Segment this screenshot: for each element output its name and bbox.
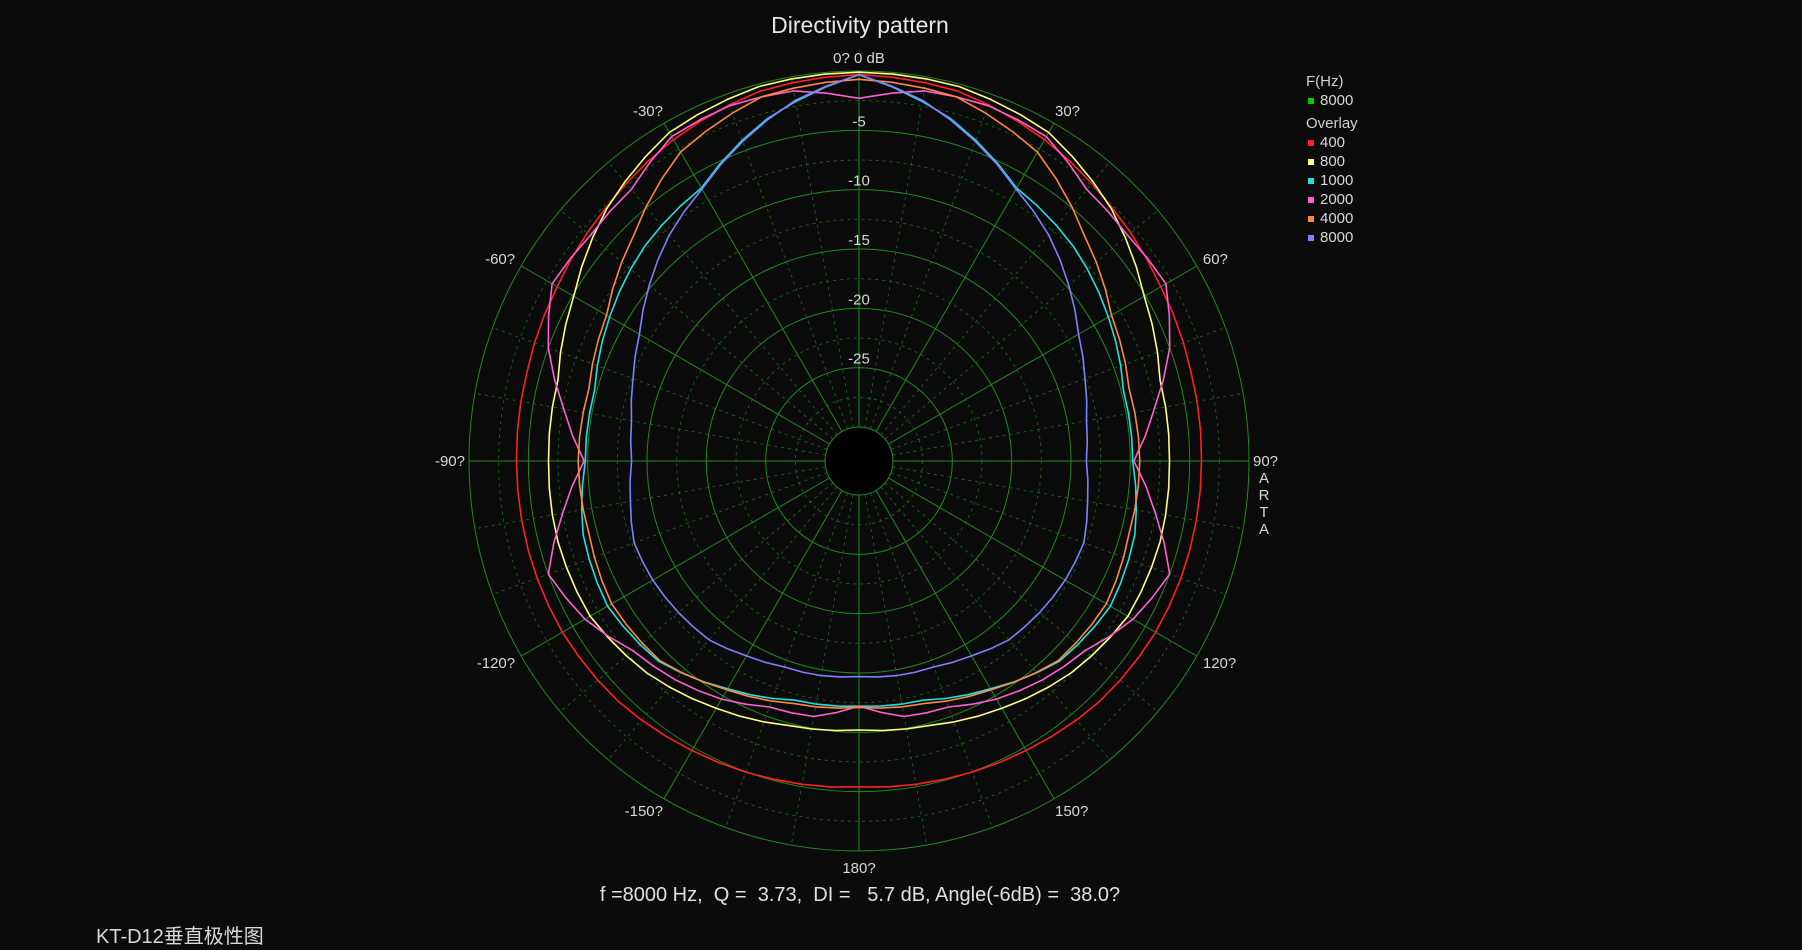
grid-ring-major xyxy=(527,129,1191,793)
grid-ring-minor xyxy=(557,159,1161,763)
chart-title: Directivity pattern xyxy=(771,12,949,38)
angle-label: -150? xyxy=(625,803,663,820)
legend: F(Hz) 8000 Overlay 400 800 1000 2000 4000 800… xyxy=(1306,72,1358,247)
center-disc xyxy=(826,428,892,494)
legend-label: 400 xyxy=(1320,134,1346,151)
angle-label: 0? 0 dB xyxy=(833,50,885,67)
angle-label: 60? xyxy=(1203,251,1228,268)
legend-title-frequency: F(Hz) xyxy=(1306,73,1344,90)
legend-label: 4000 xyxy=(1320,210,1354,227)
legend-swatch xyxy=(1308,177,1314,184)
grid-ring-minor xyxy=(676,278,1042,644)
legend-swatch xyxy=(1308,158,1314,165)
arta-letter: A xyxy=(1258,470,1269,487)
grid-ring-minor xyxy=(498,100,1220,822)
legend-overlay-item: 800 xyxy=(1306,152,1358,171)
angle-label: -90? xyxy=(435,453,465,470)
grid-ring-major xyxy=(705,307,1013,615)
grid-ring-major xyxy=(587,189,1131,733)
legend-label: 8000 xyxy=(1320,229,1354,246)
grid-ring-minor xyxy=(794,396,924,526)
legend-title-overlay: Overlay xyxy=(1306,115,1358,132)
arta-letter: R xyxy=(1258,487,1270,504)
legend-label: 800 xyxy=(1320,153,1346,170)
legend-frequency-item: 8000 xyxy=(1306,91,1358,110)
legend-swatch xyxy=(1308,139,1314,146)
angle-label: -60? xyxy=(485,251,515,268)
angle-label: 30? xyxy=(1055,103,1080,120)
legend-overlay-item: 2000 xyxy=(1306,190,1358,209)
radial-tick-label: -20 xyxy=(848,291,870,308)
legend-swatch xyxy=(1308,215,1314,222)
legend-overlay-item: 4000 xyxy=(1306,209,1358,228)
angle-label: -30? xyxy=(633,103,663,120)
legend-overlay-item: 1000 xyxy=(1306,171,1358,190)
radial-tick-labels: -5 -10 -15 -20 -25 xyxy=(848,113,870,367)
legend-swatch xyxy=(1308,196,1314,203)
angle-labels: 0? 0 dB 30? 60? 90? 120? 150? 180? -150? -120? -9… xyxy=(435,50,1278,877)
grid-ring-major xyxy=(824,426,894,496)
grid-ring-major xyxy=(468,70,1250,852)
arta-letter: T xyxy=(1259,504,1269,521)
series-line-8000 xyxy=(629,73,1089,678)
polar-chart: -5 -10 -15 -20 -25 0? 0 dB 30? 60? 90? 120? 150? 1… xyxy=(435,50,1278,877)
legend-label: 2000 xyxy=(1320,191,1354,208)
angle-label: 150? xyxy=(1055,803,1088,820)
grid-ring-minor xyxy=(616,218,1102,704)
grid-ring-major xyxy=(646,248,1072,674)
caption: KT-D12垂直极性图 xyxy=(96,926,264,948)
angle-label: 90? xyxy=(1253,453,1278,470)
legend-label: 8000 xyxy=(1320,92,1354,109)
angle-label: -120? xyxy=(477,655,515,672)
series-line-400 xyxy=(515,73,1203,788)
legend-label: 1000 xyxy=(1320,172,1354,189)
series-lines xyxy=(515,71,1203,788)
legend-overlay-item: 400 xyxy=(1306,133,1358,152)
grid-ring-major xyxy=(765,367,953,555)
radial-tick-label: -25 xyxy=(848,351,870,368)
series-line-4000 xyxy=(577,78,1141,709)
measurement-summary: f =8000 Hz, Q = 3.73, DI = 5.7 dB, Angle… xyxy=(599,884,1121,906)
legend-swatch xyxy=(1308,234,1314,241)
angle-label: 120? xyxy=(1203,655,1236,672)
legend-overlay-item: 8000 xyxy=(1306,228,1358,247)
series-line-800 xyxy=(547,71,1171,732)
radial-tick-label: -15 xyxy=(848,232,870,249)
angle-label: 180? xyxy=(842,860,875,877)
radial-tick-label: -10 xyxy=(848,173,870,190)
grid-ring-minor xyxy=(735,337,983,585)
series-line-2000 xyxy=(547,90,1171,718)
arta-letter: A xyxy=(1258,521,1269,538)
radial-tick-label: -5 xyxy=(852,113,865,130)
legend-swatch xyxy=(1308,97,1314,104)
